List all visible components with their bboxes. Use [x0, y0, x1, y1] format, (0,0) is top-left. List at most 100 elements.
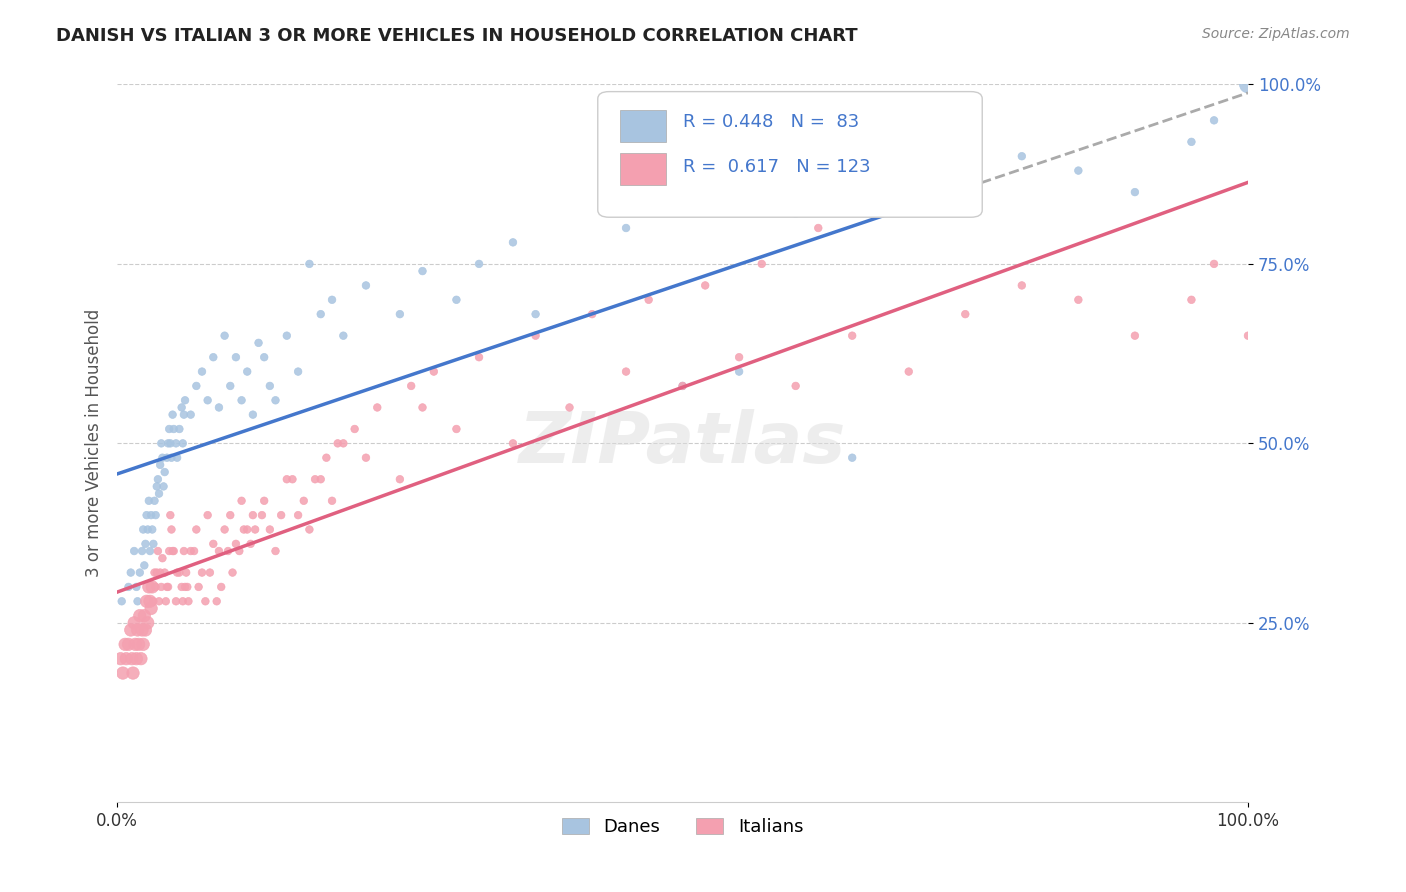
Point [138, 580, 160, 594]
Point [276, 328, 298, 343]
Point [120, 623, 142, 637]
Point [399, 379, 422, 393]
Point [162, 408, 184, 422]
Point [157, 422, 180, 436]
Point [177, 594, 200, 608]
Point [411, 264, 433, 278]
Point [138, 493, 160, 508]
Point [156, 580, 179, 594]
Point [250, 508, 273, 523]
Point [134, 537, 156, 551]
Point [671, 379, 693, 393]
Point [180, 408, 202, 422]
Point [186, 523, 208, 537]
Point [287, 508, 309, 523]
Point [139, 508, 162, 523]
Point [125, 580, 148, 594]
Point [170, 401, 193, 415]
Point [139, 544, 162, 558]
Point [209, 580, 232, 594]
Text: R =  0.617   N = 123: R = 0.617 N = 123 [682, 158, 870, 176]
Point [354, 278, 377, 293]
Point [128, 608, 150, 623]
Point [343, 422, 366, 436]
Legend: Danes, Italians: Danes, Italians [554, 811, 811, 844]
Point [163, 544, 186, 558]
Point [135, 508, 157, 523]
Point [148, 594, 170, 608]
Point [253, 493, 276, 508]
Point [165, 436, 187, 450]
Text: Source: ZipAtlas.com: Source: ZipAtlas.com [1202, 27, 1350, 41]
Point [114, 637, 136, 651]
Point [125, 651, 148, 665]
Point [259, 523, 281, 537]
Point [326, 436, 349, 450]
Point [524, 307, 547, 321]
Point [411, 401, 433, 415]
Point [236, 523, 259, 537]
Point [221, 566, 243, 580]
Point [127, 594, 149, 608]
Point [897, 365, 920, 379]
Point [145, 566, 167, 580]
Point [239, 537, 262, 551]
Point [1202, 257, 1225, 271]
Point [124, 637, 146, 651]
Point [205, 594, 228, 608]
Point [614, 221, 637, 235]
Point [139, 601, 162, 615]
Point [841, 450, 863, 465]
Point [120, 566, 142, 580]
Point [1180, 135, 1202, 149]
Point [128, 637, 150, 651]
Point [149, 566, 172, 580]
Point [208, 401, 231, 415]
Point [214, 523, 236, 537]
Point [217, 544, 239, 558]
Point [143, 566, 166, 580]
Point [197, 393, 219, 408]
FancyBboxPatch shape [620, 153, 665, 185]
Point [955, 185, 977, 199]
Point [219, 508, 242, 523]
Point [281, 472, 304, 486]
FancyBboxPatch shape [598, 92, 983, 218]
Point [156, 450, 179, 465]
Point [141, 523, 163, 537]
Point [150, 580, 173, 594]
Point [841, 328, 863, 343]
Point [186, 379, 208, 393]
Point [160, 523, 183, 537]
Point [388, 307, 411, 321]
Point [1123, 328, 1146, 343]
Point [243, 523, 266, 537]
Point [232, 523, 254, 537]
Point [298, 257, 321, 271]
Point [225, 350, 247, 364]
Point [149, 458, 172, 472]
Point [155, 594, 177, 608]
Point [728, 350, 751, 364]
Point [270, 508, 292, 523]
Point [131, 544, 153, 558]
Point [292, 493, 315, 508]
Point [208, 544, 231, 558]
Point [785, 379, 807, 393]
Point [558, 401, 581, 415]
Point [143, 493, 166, 508]
Point [145, 479, 167, 493]
Point [194, 594, 217, 608]
Point [174, 566, 197, 580]
Point [142, 537, 165, 551]
Point [134, 608, 156, 623]
Point [153, 465, 176, 479]
Point [242, 408, 264, 422]
Point [468, 350, 491, 364]
Point [166, 450, 188, 465]
Point [141, 580, 163, 594]
Point [150, 436, 173, 450]
Point [157, 436, 180, 450]
Point [139, 594, 162, 608]
Point [152, 450, 174, 465]
